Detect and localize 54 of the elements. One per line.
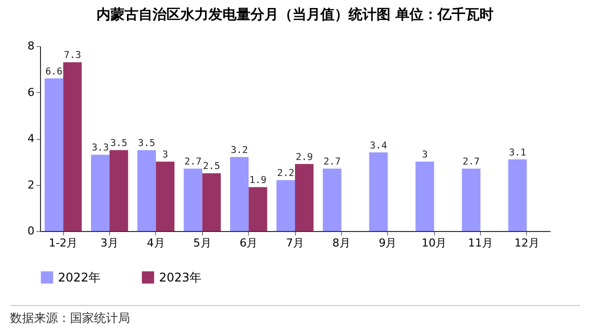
data-label: 3.2	[230, 145, 248, 156]
data-label: 3	[422, 150, 428, 161]
data-label: 2.7	[324, 156, 341, 168]
data-label: 2.2	[277, 168, 294, 180]
data-label: 3.1	[508, 147, 526, 158]
bar	[369, 152, 388, 231]
bar	[248, 187, 268, 231]
x-tick-label: 7月	[286, 236, 304, 250]
bar	[416, 162, 434, 231]
data-label: 3.5	[110, 138, 128, 150]
data-label: 3.3	[92, 142, 109, 154]
y-tick-label: 0	[28, 224, 34, 238]
bar	[202, 173, 221, 231]
bar	[322, 168, 342, 231]
x-tick-label: 8月	[332, 236, 350, 250]
data-label: 6.6	[45, 66, 63, 78]
y-tick-label: 2	[28, 178, 34, 192]
x-tick-label: 1-2月	[48, 236, 78, 250]
data-label: 3.5	[138, 138, 156, 150]
bar	[295, 164, 314, 231]
source-note: 数据来源：国家统计局	[10, 305, 580, 327]
data-label: 3.4	[370, 140, 388, 152]
x-tick-label: 3月	[100, 236, 119, 250]
x-tick-label: 4月	[146, 236, 165, 250]
y-tick-label: 8	[28, 40, 34, 52]
bar	[44, 78, 64, 231]
y-tick-label: 6	[28, 86, 34, 99]
bar	[156, 162, 174, 231]
data-label: 2.7	[184, 156, 202, 168]
chart-title: 内蒙古自治区水力发电量分月（当月值）统计图 单位：亿千瓦时	[96, 6, 494, 23]
data-label: 3	[162, 150, 168, 161]
x-tick-label: 11月	[468, 236, 493, 250]
x-tick-label: 6月	[240, 236, 258, 250]
x-tick-label: 12月	[514, 236, 540, 250]
data-label: 2.9	[296, 152, 314, 163]
bar	[508, 159, 527, 231]
x-tick-label: 9月	[378, 236, 397, 250]
y-tick-label: 4	[28, 132, 34, 145]
bar	[276, 180, 295, 231]
data-label: 2.5	[202, 161, 220, 172]
bar	[91, 154, 110, 231]
bar	[63, 62, 82, 231]
bar	[230, 157, 249, 231]
bar	[184, 168, 202, 231]
legend-label: 2023年	[159, 270, 202, 284]
x-tick-label: 10月	[422, 236, 447, 250]
data-label: 2.7	[462, 156, 480, 168]
bar	[462, 168, 480, 231]
bar	[137, 150, 156, 231]
data-label: 7.3	[64, 50, 82, 62]
bar	[110, 150, 128, 231]
legend-label: 2022年	[58, 270, 101, 284]
data-label: 1.9	[249, 175, 267, 186]
x-tick-label: 5月	[193, 236, 212, 250]
